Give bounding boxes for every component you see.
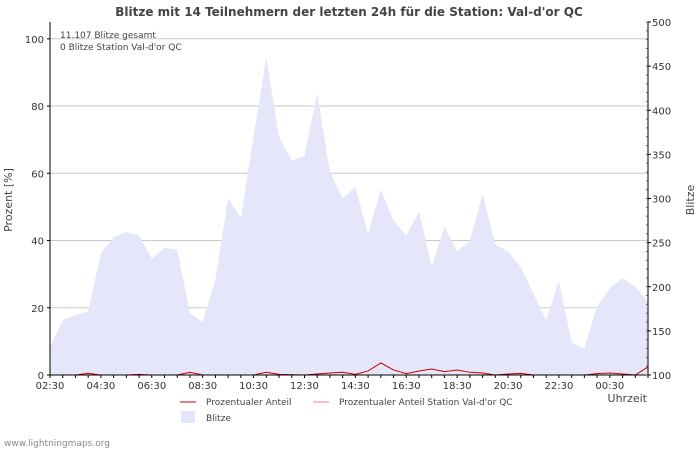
legend-label-blitze: Blitze: [206, 414, 231, 424]
right-tick-label: 300: [652, 195, 671, 206]
x-tick-label: 14:30: [341, 381, 370, 392]
legend-label-station: Prozentualer Anteil Station Val-d'or QC: [339, 398, 513, 408]
left-tick-label: 0: [38, 371, 44, 382]
x-tick-label: 12:30: [290, 381, 319, 392]
x-tick-label: 08:30: [188, 381, 217, 392]
x-axis-ticks: 02:30 04:30 06:30 08:30 10:30 12:30 14:30 16:30…: [36, 375, 649, 392]
annotation-total: 11.107 Blitze gesamt: [60, 31, 156, 41]
right-tick-label: 350: [652, 150, 671, 161]
left-tick-label: 100: [25, 35, 44, 46]
right-tick-label: 250: [652, 239, 671, 250]
right-tick-label: 400: [652, 106, 671, 117]
right-axis-label: Blitze: [684, 185, 697, 216]
blitze-area-layer: [50, 57, 648, 376]
footer-source: www.lightningmaps.org: [4, 439, 110, 449]
left-tick-label: 40: [31, 237, 44, 248]
blitze-area: [50, 57, 648, 376]
right-tick-label: 500: [652, 18, 671, 29]
legend-swatch-blitze: [181, 411, 195, 423]
right-axis-ticks: 100 150 200 250 300 350 400 450 500: [646, 18, 671, 382]
right-tick-label: 450: [652, 62, 671, 73]
right-tick-label: 100: [652, 371, 671, 382]
left-tick-label: 20: [31, 304, 44, 315]
x-tick-label: 18:30: [443, 381, 472, 392]
right-tick-label: 200: [652, 283, 671, 294]
left-axis-ticks: 0 20 40 60 80 100: [25, 35, 50, 382]
x-tick-label: 10:30: [239, 381, 268, 392]
annotation-station: 0 Blitze Station Val-d'or QC: [60, 43, 182, 53]
x-tick-label: 06:30: [137, 381, 166, 392]
x-tick-label: 02:30: [36, 381, 65, 392]
left-axis-label: Prozent [%]: [2, 168, 15, 232]
x-tick-label: 16:30: [392, 381, 421, 392]
x-axis-label: Uhrzeit: [608, 392, 648, 405]
legend: Prozentualer Anteil Prozentualer Anteil …: [180, 398, 513, 424]
right-tick-label: 150: [652, 327, 671, 338]
left-tick-label: 80: [31, 102, 44, 113]
left-tick-label: 60: [31, 169, 44, 180]
x-tick-label: 00:30: [595, 381, 624, 392]
chart-title: Blitze mit 14 Teilnehmern der letzten 24…: [115, 5, 583, 19]
x-tick-label: 20:30: [494, 381, 523, 392]
x-tick-label: 04:30: [86, 381, 115, 392]
legend-label-percent: Prozentualer Anteil: [206, 398, 292, 408]
x-tick-label: 22:30: [545, 381, 574, 392]
